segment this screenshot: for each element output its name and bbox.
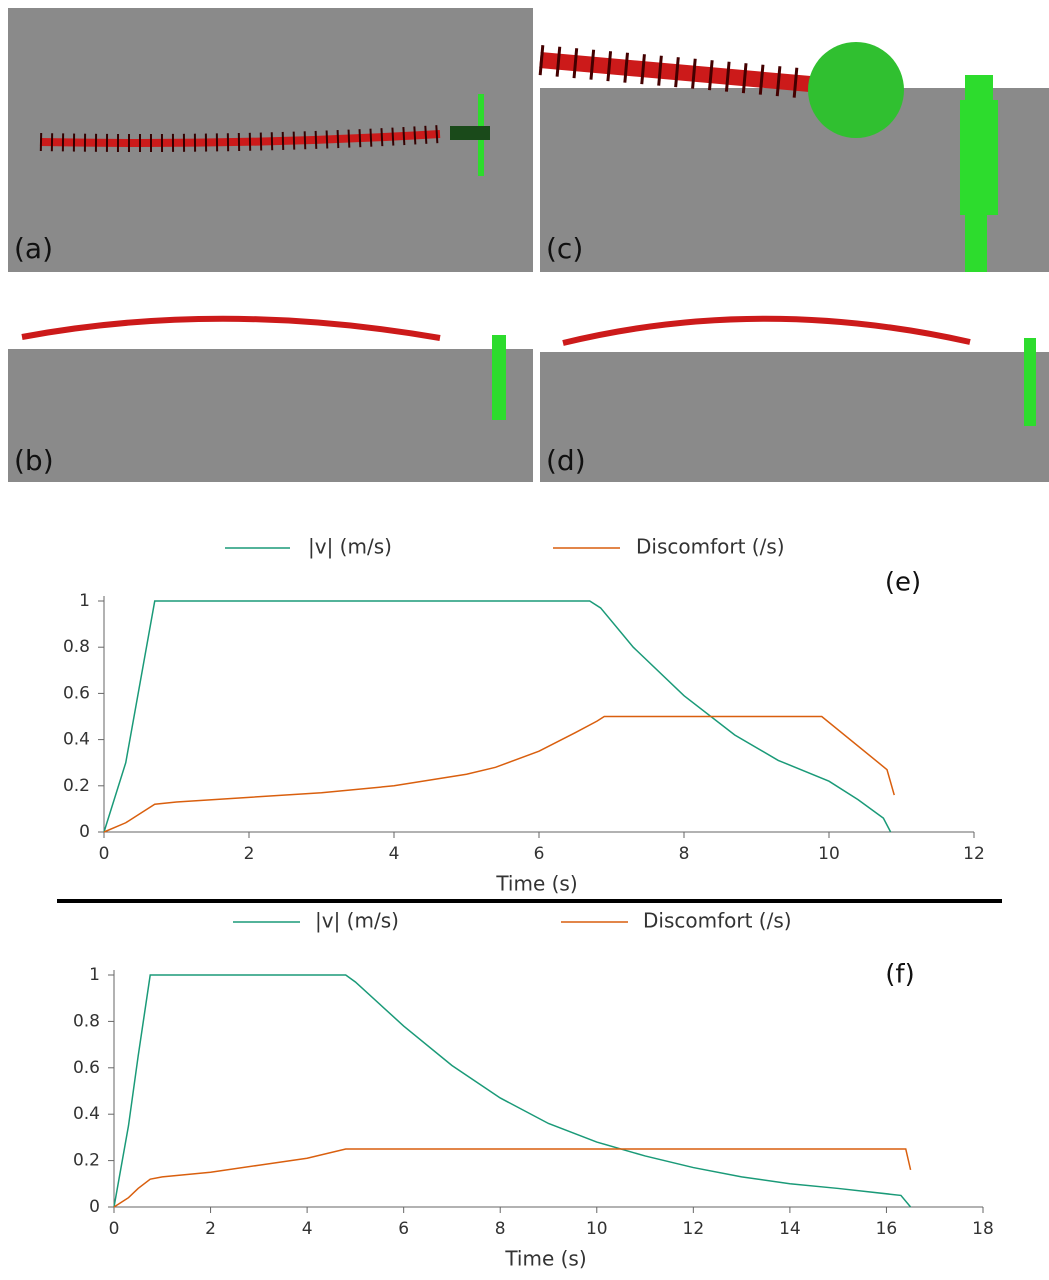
x-tick-label: 0 xyxy=(99,844,110,864)
agent xyxy=(965,215,987,272)
trajectory xyxy=(21,315,441,341)
x-tick-label: 10 xyxy=(818,844,840,864)
legend-label: |v| (m/s) xyxy=(308,535,392,559)
y-tick-label: 0 xyxy=(89,1197,100,1217)
agent xyxy=(492,335,506,420)
legend-label: Discomfort (/s) xyxy=(636,535,785,559)
y-tick-label: 0.4 xyxy=(73,1104,100,1124)
y-tick-label: 0.8 xyxy=(63,637,90,657)
series-line xyxy=(103,600,892,833)
legend-label: Discomfort (/s) xyxy=(643,909,792,933)
panel-label: (d) xyxy=(546,444,586,477)
x-axis-label: Time (s) xyxy=(495,872,577,896)
x-tick-label: 18 xyxy=(972,1219,994,1239)
ground xyxy=(8,349,533,482)
legend-label: |v| (m/s) xyxy=(315,909,399,933)
panel-label: (b) xyxy=(14,444,54,477)
x-tick-label: 2 xyxy=(244,844,255,864)
panel-label: (a) xyxy=(14,232,53,265)
obstacle xyxy=(808,42,904,138)
x-tick-label: 10 xyxy=(586,1219,608,1239)
x-tick-label: 16 xyxy=(876,1219,898,1239)
series-line xyxy=(103,715,895,833)
y-tick-label: 0.8 xyxy=(73,1011,100,1031)
x-tick-label: 14 xyxy=(779,1219,801,1239)
x-tick-label: 6 xyxy=(534,844,545,864)
y-tick-label: 0.4 xyxy=(63,730,90,750)
y-tick-label: 0.2 xyxy=(73,1151,100,1171)
agent xyxy=(450,126,490,140)
x-tick-label: 12 xyxy=(963,844,985,864)
x-tick-label: 12 xyxy=(683,1219,705,1239)
x-tick-label: 8 xyxy=(495,1219,506,1239)
y-tick-label: 0 xyxy=(79,822,90,842)
x-tick-label: 8 xyxy=(679,844,690,864)
agent xyxy=(960,100,998,215)
series-line xyxy=(113,1148,912,1208)
x-axis-label: Time (s) xyxy=(504,1247,586,1271)
x-tick-label: 4 xyxy=(389,844,400,864)
x-tick-label: 6 xyxy=(398,1219,409,1239)
series-line xyxy=(113,974,912,1208)
x-tick-label: 2 xyxy=(205,1219,216,1239)
x-tick-label: 0 xyxy=(109,1219,120,1239)
panel-annotation: (f) xyxy=(885,960,914,990)
y-tick-label: 0.2 xyxy=(63,776,90,796)
trajectory xyxy=(39,130,441,147)
trajectory xyxy=(539,52,811,92)
y-tick-label: 0.6 xyxy=(73,1058,100,1078)
panel-annotation: (e) xyxy=(885,568,921,598)
ground xyxy=(540,352,1049,482)
y-tick-label: 1 xyxy=(89,965,100,985)
panel-label: (c) xyxy=(546,232,583,265)
agent xyxy=(1024,338,1036,426)
y-tick-label: 0.6 xyxy=(63,683,90,703)
x-tick-label: 4 xyxy=(302,1219,313,1239)
trajectory xyxy=(562,315,971,346)
y-tick-label: 1 xyxy=(79,591,90,611)
agent xyxy=(965,75,993,100)
